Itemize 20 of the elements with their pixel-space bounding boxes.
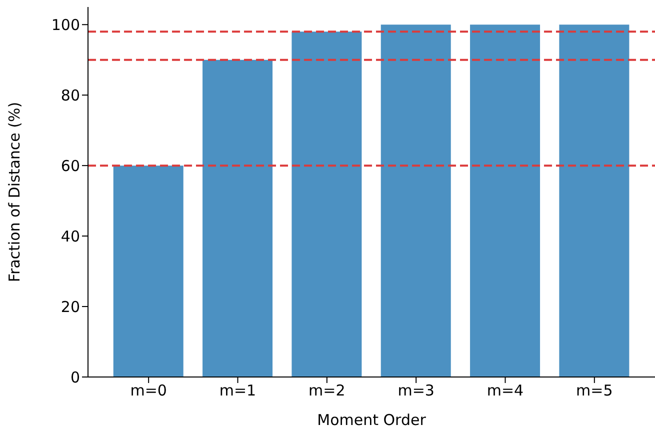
bar <box>470 24 540 377</box>
bar <box>113 166 184 377</box>
x-tick-label: m=2 <box>308 382 346 400</box>
y-tick-label: 40 <box>60 227 80 246</box>
bar <box>380 24 451 377</box>
x-tick-label: m=4 <box>486 382 524 400</box>
y-tick-label: 20 <box>60 298 80 316</box>
bar <box>559 24 630 377</box>
x-tick-label: m=3 <box>398 382 434 400</box>
x-tick-label: m=1 <box>219 382 256 400</box>
bar <box>292 32 362 377</box>
x-tick-label: m=5 <box>576 382 613 400</box>
y-tick-label: 60 <box>60 156 80 175</box>
x-axis-title: Moment Order <box>317 411 427 429</box>
y-tick-label: 80 <box>60 86 80 104</box>
y-tick-label: 0 <box>70 368 80 386</box>
y-axis-title: Fraction of Distance (%) <box>5 102 24 282</box>
bar <box>202 60 273 377</box>
y-tick-label: 100 <box>51 16 80 34</box>
x-tick-label: m=0 <box>130 382 167 400</box>
